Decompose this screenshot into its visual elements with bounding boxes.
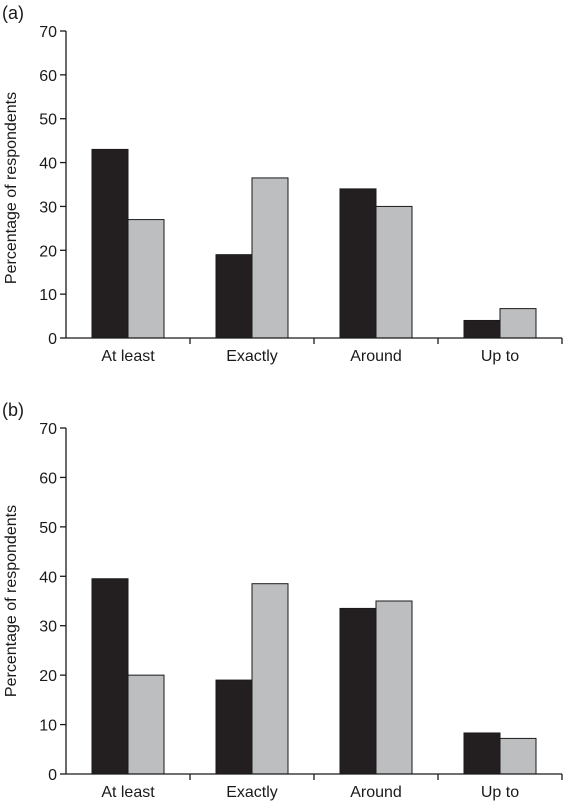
x-tick-label: Up to (481, 784, 519, 801)
chart-panel-a: (a) Percentage of respondents 0 10 20 30 40 5… (2, 3, 563, 365)
panel-label: (a) (2, 3, 24, 23)
y-tick-label: 0 (48, 767, 57, 784)
y-axis-title: Percentage of respondents (3, 505, 20, 697)
chart-panel-b: (b) Percentage of respondents 0 10 20 30 40 5… (2, 400, 563, 801)
y-tick-label: 10 (39, 287, 57, 304)
bars (91, 148, 537, 339)
bar-series-1-up-to (463, 732, 501, 775)
y-tick-label: 0 (48, 331, 57, 348)
bar-series-1-up-to (463, 319, 501, 339)
bar-series-2-at-least (127, 219, 165, 339)
panel-label: (b) (2, 400, 24, 420)
bar-series-1-exactly (215, 254, 253, 339)
y-tick-label: 60 (39, 470, 57, 487)
bar-series-1-at-least (91, 578, 129, 775)
y-tick-label: 30 (39, 619, 57, 636)
y-axis: 0 10 20 30 40 50 60 70 (39, 24, 66, 348)
bar-series-2-at-least (127, 674, 165, 775)
bar-series-1-around (339, 607, 377, 775)
bar-series-2-up-to (499, 308, 537, 339)
x-tick-label: Up to (481, 348, 519, 365)
y-axis: 0 10 20 30 40 50 60 70 (39, 421, 66, 784)
y-tick-label: 40 (39, 156, 57, 173)
bars (91, 578, 537, 775)
y-tick-label: 30 (39, 199, 57, 216)
y-tick-label: 60 (39, 68, 57, 85)
bar-series-1-at-least (91, 148, 129, 339)
y-tick-label: 10 (39, 718, 57, 735)
y-tick-label: 50 (39, 520, 57, 537)
bar-series-2-around (375, 205, 413, 339)
bar-series-1-around (339, 188, 377, 339)
y-tick-label: 70 (39, 24, 57, 41)
y-tick-label: 50 (39, 112, 57, 129)
x-tick-label: Exactly (226, 348, 278, 365)
y-tick-label: 20 (39, 243, 57, 260)
x-tick-label: Around (350, 348, 402, 365)
x-tick-label: At least (101, 348, 155, 365)
bar-series-2-exactly (251, 177, 289, 339)
bar-series-2-around (375, 600, 413, 775)
x-tick-label: Exactly (226, 784, 278, 801)
y-tick-label: 40 (39, 569, 57, 586)
bar-series-2-up-to (499, 737, 537, 775)
x-tick-label: Around (350, 784, 402, 801)
x-axis: At least Exactly Around Up to (101, 338, 563, 365)
y-tick-label: 70 (39, 421, 57, 438)
bar-series-1-exactly (215, 679, 253, 775)
y-tick-label: 20 (39, 668, 57, 685)
bar-series-2-exactly (251, 583, 289, 775)
x-tick-label: At least (101, 784, 155, 801)
x-axis: At least Exactly Around Up to (101, 774, 563, 801)
y-axis-title: Percentage of respondents (3, 92, 20, 284)
